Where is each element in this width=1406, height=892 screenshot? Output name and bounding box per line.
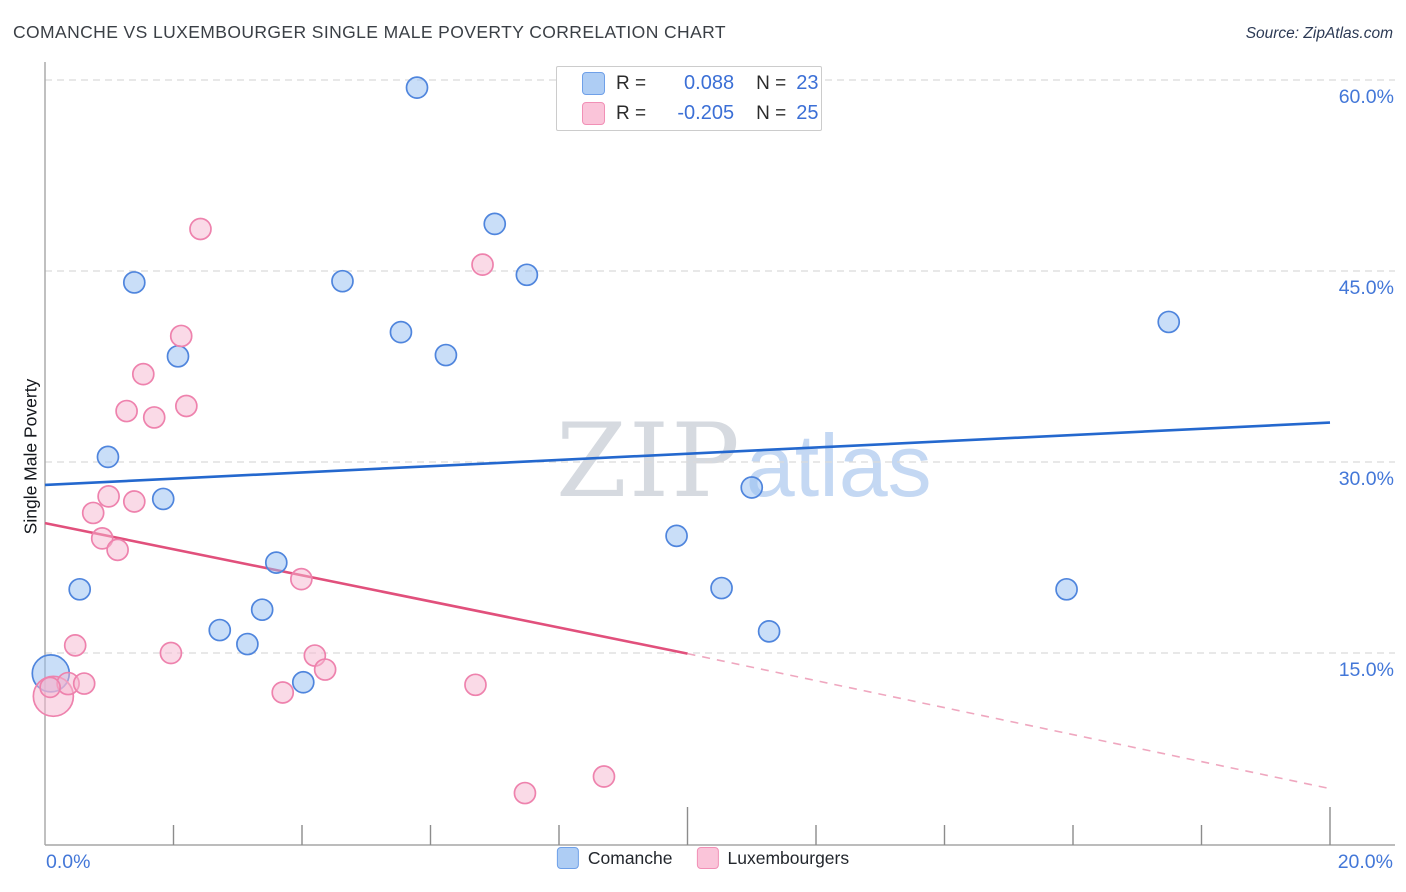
luxembourger-point [81, 501, 105, 525]
n-label: N = [756, 72, 787, 94]
legend-item-label: Comanche [587, 847, 673, 868]
luxembourger-point [97, 485, 120, 508]
x-axis-max-label: 20.0% [1337, 851, 1393, 873]
luxembourger-point [142, 406, 166, 429]
source-note: Source: ZipAtlas.com [1245, 25, 1393, 42]
comanche-point [166, 344, 190, 368]
luxembourger-trendline [44, 521, 688, 655]
luxembourgers-swatch-icon [696, 847, 719, 869]
y-axis-title: Single Male Poverty [20, 378, 41, 535]
luxembourger-point [39, 676, 61, 699]
luxembourger-point [290, 567, 313, 591]
watermark-atlas-text: atlas [745, 416, 932, 515]
comanche-point [515, 263, 539, 287]
r-value: -0.205 [677, 102, 735, 124]
comanche-point [331, 269, 354, 293]
series-legend: Comanche Luxembourgers [556, 847, 850, 869]
luxembourger-point [115, 399, 138, 423]
comanche-point [250, 598, 274, 622]
luxembourger-point [189, 217, 212, 241]
comanche-point [389, 320, 413, 344]
comanche-point [291, 670, 315, 694]
luxembourger-point [464, 673, 487, 697]
luxembourger-point [63, 634, 87, 657]
comanche-point [710, 576, 733, 600]
comanche-point [1157, 310, 1181, 334]
luxembourger-point [159, 641, 183, 665]
luxembourger-point [131, 362, 155, 386]
comanche-point [434, 343, 458, 367]
r-label: R = [616, 102, 647, 124]
luxembourger-point [471, 253, 494, 276]
y-axis-label: 45.0% [1338, 276, 1394, 299]
n-label: N = [756, 102, 787, 124]
x-axis-min-label: 0.0% [46, 851, 91, 873]
comanche-point [740, 476, 764, 499]
comanche-point [236, 632, 259, 656]
luxembourger-point [106, 538, 129, 562]
legend-item-comanche: Comanche [556, 847, 673, 869]
comanche-point [96, 445, 120, 469]
luxembourger-point [90, 527, 114, 550]
luxembourger-point [175, 394, 198, 418]
luxembourger-point [72, 672, 96, 695]
luxembourgers-swatch-icon [582, 102, 605, 125]
luxembourger-point [122, 490, 146, 513]
luxembourger-point [271, 681, 295, 704]
correlation-legend: R = 0.088 N = 23 R = -0.205 N = 25 [556, 66, 822, 131]
luxembourger-trendline-dashed [687, 652, 1331, 790]
n-value: 25 [796, 102, 819, 124]
luxembourger-point [513, 781, 537, 805]
comanche-swatch-icon [582, 72, 605, 95]
y-axis-label: 30.0% [1338, 467, 1394, 490]
n-value: 23 [796, 72, 819, 94]
comanche-point [757, 620, 781, 643]
legend-item-label: Luxembourgers [727, 847, 850, 868]
y-axis-label: 60.0% [1338, 86, 1394, 108]
comanche-point [264, 551, 288, 574]
y-axis-label: 15.0% [1338, 658, 1394, 681]
luxembourger-point [169, 324, 193, 348]
comanche-point [68, 577, 92, 601]
page-title: COMANCHE VS LUXEMBOURGER SINGLE MALE POV… [13, 22, 726, 42]
comanche-point [665, 524, 688, 548]
comanche-point [1055, 577, 1078, 601]
comanche-trendline [44, 421, 1331, 487]
legend-item-luxembourgers: Luxembourgers [696, 847, 850, 869]
comanche-point [122, 271, 146, 294]
comanche-point [151, 487, 175, 511]
comanche-point [208, 618, 232, 642]
luxembourger-point [313, 658, 337, 681]
comanche-point [483, 212, 507, 236]
legend-row-comanche: R = 0.088 N = 23 [557, 71, 821, 96]
r-label: R = [616, 72, 647, 94]
legend-row-luxembourgers: R = -0.205 N = 25 [557, 101, 821, 126]
r-value: 0.088 [684, 72, 735, 94]
comanche-swatch-icon [556, 847, 579, 869]
luxembourger-point [592, 765, 616, 788]
comanche-point [405, 76, 429, 99]
